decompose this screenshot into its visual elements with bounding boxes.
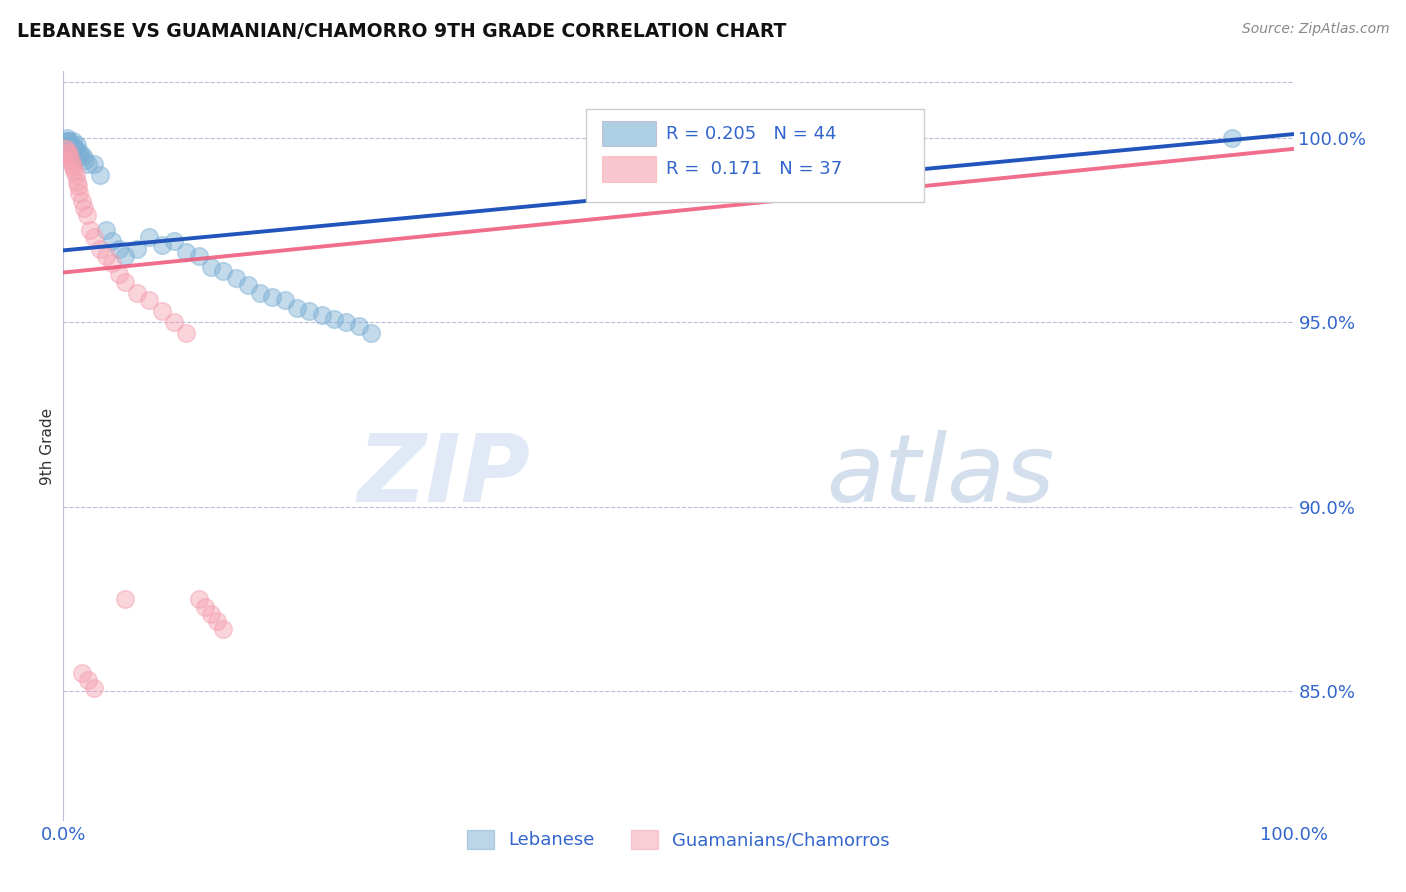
Text: atlas: atlas [827,431,1054,522]
Text: R =  0.171   N = 37: R = 0.171 N = 37 [666,160,842,178]
Point [63,164,86,178]
Point [62,161,84,175]
Point [65,142,87,156]
Point [83,230,105,244]
Point [65,168,87,182]
Point [174,326,197,341]
Point [70,194,93,208]
Text: Source: ZipAtlas.com: Source: ZipAtlas.com [1241,22,1389,37]
Point [63,142,86,156]
Point [174,245,197,260]
Point [72,149,94,163]
Point [187,592,209,607]
Point [83,681,105,695]
Point [114,249,136,263]
Point [59,138,82,153]
Point [56,145,79,160]
Legend: Lebanese, Guamanians/Chamorros: Lebanese, Guamanians/Chamorros [460,822,897,856]
Point [150,304,173,318]
Point [114,592,136,607]
Point [70,665,93,680]
Point [58,135,80,149]
Point [347,319,370,334]
Point [236,278,259,293]
Point [163,315,186,329]
Point [138,230,160,244]
FancyBboxPatch shape [586,109,925,202]
Text: LEBANESE VS GUAMANIAN/CHAMORRO 9TH GRADE CORRELATION CHART: LEBANESE VS GUAMANIAN/CHAMORRO 9TH GRADE… [17,22,786,41]
Point [323,311,346,326]
FancyBboxPatch shape [602,120,657,146]
Point [96,249,118,263]
Point [1220,130,1243,145]
Point [89,168,111,182]
Point [67,145,90,160]
Point [225,271,247,285]
Point [69,145,91,160]
Text: R = 0.205   N = 44: R = 0.205 N = 44 [666,125,837,143]
Point [285,301,308,315]
Point [67,186,90,201]
Point [89,242,111,256]
Point [62,135,84,149]
Point [212,622,235,636]
Point [249,285,271,300]
Point [262,289,284,303]
Point [56,149,79,163]
Point [67,178,90,193]
Point [66,138,89,153]
Point [55,142,77,156]
Point [311,308,333,322]
Point [76,208,98,222]
Point [56,135,79,149]
Point [60,156,83,170]
Point [53,138,76,153]
Point [73,201,96,215]
Point [205,615,228,629]
Point [76,673,98,688]
Point [75,153,97,167]
Point [53,142,76,156]
Point [335,315,357,329]
Point [200,607,222,621]
Point [212,263,235,277]
Point [67,149,90,163]
Point [107,268,129,282]
Point [273,293,295,308]
Point [76,156,98,170]
Point [127,285,148,300]
Y-axis label: 9th Grade: 9th Grade [39,408,55,484]
Text: ZIP: ZIP [359,430,531,522]
Point [96,223,118,237]
Point [194,599,217,614]
Point [150,237,173,252]
Point [79,223,101,237]
Point [60,138,83,153]
Point [360,326,382,341]
Point [59,153,82,167]
Point [101,256,124,270]
Point [114,275,136,289]
Point [298,304,321,318]
Point [56,130,79,145]
Point [55,135,77,149]
Point [66,175,89,189]
FancyBboxPatch shape [602,156,657,181]
Point [83,156,105,170]
Point [58,145,80,160]
Point [163,234,186,248]
Point [200,260,222,274]
Point [138,293,160,308]
Point [127,242,148,256]
Point [187,249,209,263]
Point [101,234,124,248]
Point [107,242,129,256]
